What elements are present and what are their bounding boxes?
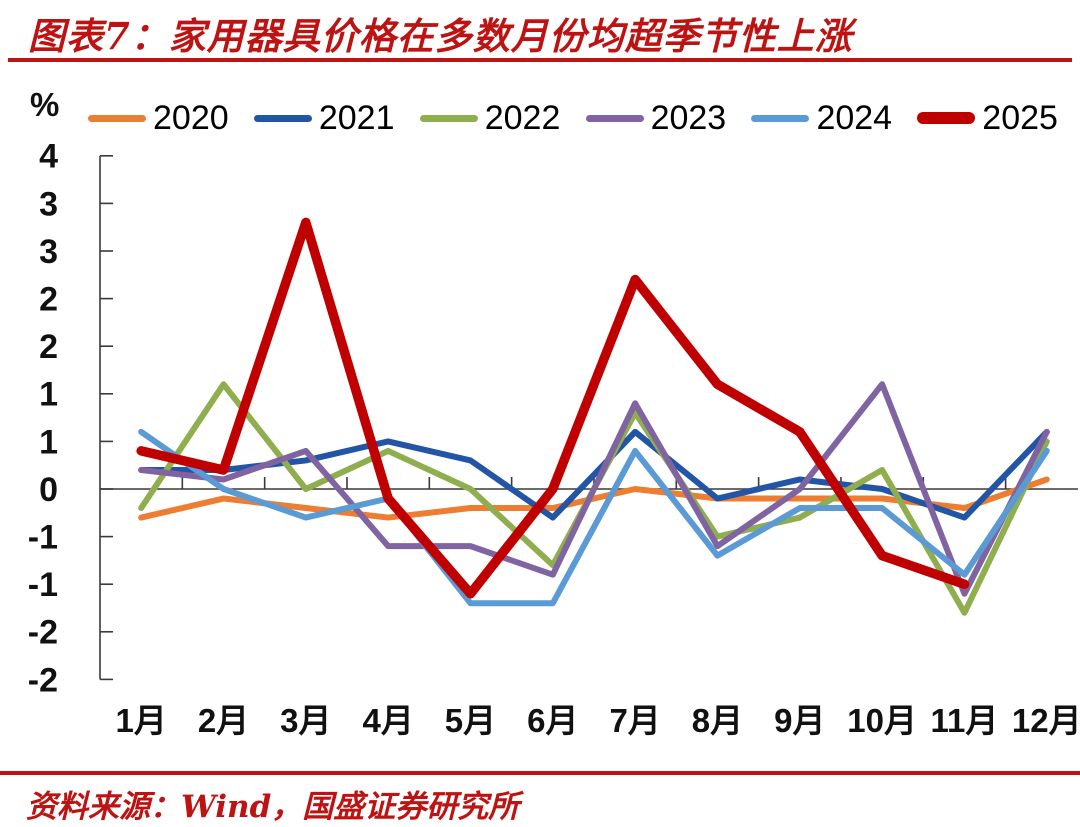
- footer-divider-rule: [0, 771, 1080, 775]
- y-tick-label: 3: [39, 233, 58, 271]
- x-axis-label-month: 10月: [847, 702, 917, 739]
- legend-label: 2025: [982, 99, 1058, 137]
- x-axis-label-month: 5月: [445, 702, 496, 739]
- source-note: 资料来源：Wind，国盛证券研究所: [26, 789, 520, 825]
- legend-item-2022: 2022: [419, 99, 561, 137]
- y-tick-label: 3: [39, 185, 58, 223]
- legend-swatch-2023: [585, 114, 644, 122]
- legend-label: 2024: [816, 99, 893, 137]
- legend-label: 2020: [153, 99, 229, 137]
- legend-swatch-2025: [917, 112, 976, 124]
- legend-item-2020: 2020: [88, 101, 229, 135]
- chart-title: 图表7：家用器具价格在多数月份均超季节性上涨: [28, 14, 853, 58]
- series-line-2023: [138, 381, 1050, 597]
- series-line-2020: [138, 476, 1050, 521]
- legend-item-2025: 2025: [917, 101, 1058, 135]
- x-axis-label-month: 2月: [198, 702, 249, 739]
- y-tick-label: 2: [39, 281, 58, 319]
- x-axis-label-month: 4月: [362, 702, 413, 739]
- y-tick-label: 4: [39, 138, 58, 176]
- series-line-2024: [138, 428, 1050, 607]
- y-tick-label: 1: [39, 423, 58, 461]
- x-axis-label-month: 8月: [692, 702, 743, 739]
- legend-label: 2022: [484, 99, 561, 137]
- legend-label: 2023: [650, 99, 727, 137]
- x-axis-label-month: 12月: [1012, 702, 1080, 739]
- y-tick-label: 2: [39, 328, 58, 366]
- x-axis-label-month: 3月: [280, 702, 331, 739]
- x-axis-label-month: 6月: [527, 702, 578, 739]
- x-axis-label-month: 7月: [609, 702, 660, 739]
- x-axis-label-month: 9月: [774, 702, 825, 739]
- series-line-2025: [136, 217, 970, 599]
- legend-swatch-2021: [253, 114, 312, 122]
- y-tick-label: -1: [28, 566, 58, 604]
- y-tick-label: -2: [28, 614, 58, 652]
- chart-legend: 2020 2021 2022 2023 2024 2025: [88, 97, 1058, 139]
- y-tick-label: 0: [39, 471, 58, 509]
- legend-swatch-2024: [751, 114, 810, 122]
- x-axis-label-month: 11月: [931, 702, 999, 739]
- y-tick-label: -1: [28, 519, 58, 557]
- y-tick-label: -2: [28, 661, 58, 699]
- title-divider-rule: [8, 58, 1072, 62]
- y-axis-unit-label: %: [30, 86, 60, 123]
- legend-item-2024: 2024: [751, 101, 892, 135]
- x-axis-label-month: 1月: [115, 702, 166, 739]
- legend-label: 2021: [318, 99, 395, 137]
- legend-swatch-2022: [419, 114, 478, 122]
- legend-swatch-2020: [88, 114, 146, 122]
- y-tick-label: 1: [39, 376, 58, 414]
- legend-item-2023: 2023: [585, 99, 727, 137]
- legend-item-2021: 2021: [253, 99, 395, 137]
